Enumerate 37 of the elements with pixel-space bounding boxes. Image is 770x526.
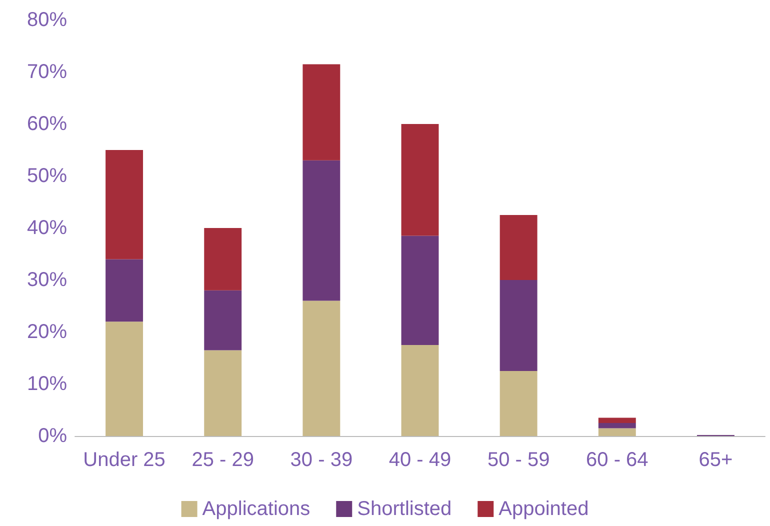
y-tick-label: 10%: [26, 373, 68, 395]
bar: [401, 345, 439, 436]
x-tick-label: 40 - 49: [388, 449, 452, 471]
bar: [106, 322, 144, 436]
y-tick-label: 0%: [38, 425, 68, 447]
y-tick-label: 80%: [26, 9, 68, 31]
bar: [598, 418, 636, 423]
bar: [106, 259, 144, 322]
bar: [302, 300, 340, 436]
bar: [401, 236, 439, 345]
y-tick-label: 60%: [26, 113, 68, 135]
bar: [204, 350, 242, 436]
bar: [204, 290, 242, 350]
x-tick-label: Under 25: [83, 449, 166, 471]
x-tick-label: 60 - 64: [586, 449, 648, 471]
bar: [302, 160, 340, 301]
y-tick-label: 40%: [26, 217, 68, 239]
x-tick-label: 30 - 39: [290, 449, 353, 471]
x-tick-label: 25 - 29: [192, 449, 254, 471]
legend-label: Shortlisted: [357, 498, 452, 520]
bar: [500, 215, 538, 280]
y-tick-label: 50%: [26, 165, 68, 187]
bar: [598, 428, 636, 436]
y-tick-label: 70%: [26, 61, 68, 83]
bar: [500, 280, 538, 371]
bar: [302, 64, 340, 160]
bar: [500, 371, 538, 436]
y-tick-label: 30%: [26, 269, 68, 291]
legend-label: Applications: [202, 498, 310, 520]
bar: [401, 124, 439, 236]
y-tick-label: 20%: [26, 321, 68, 343]
legend-label: Appointed: [498, 498, 589, 520]
bar: [598, 423, 636, 428]
x-tick-label: 50 - 59: [487, 449, 550, 471]
bar: [106, 150, 144, 260]
x-tick-label: 65+: [698, 449, 733, 471]
bar: [204, 228, 242, 290]
